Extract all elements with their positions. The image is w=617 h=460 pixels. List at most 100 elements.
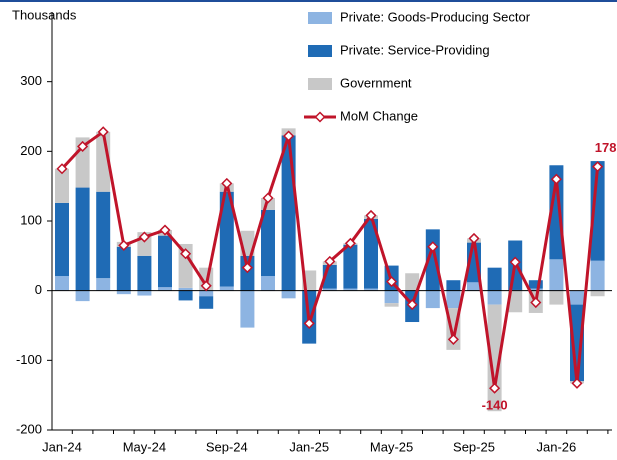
line-marker [365,209,377,221]
bar-segment [240,255,255,291]
bar-segment [487,290,502,305]
top-border [0,0,617,2]
legend-swatch [308,78,332,90]
line-marker [468,232,480,244]
bar-segment [55,202,69,277]
y-tick-label: 200 [20,143,42,158]
bar-segment [425,229,440,291]
bar-segment [240,290,255,328]
bar-segment [405,273,420,291]
bar-segment [158,287,172,291]
line-marker [324,255,336,267]
line-marker [159,224,171,236]
y-tick-label: -100 [16,352,42,367]
x-tick-label: May-24 [123,439,166,454]
bar-segment [590,161,605,261]
x-tick-label: Jan-24 [42,439,82,454]
legend-label: MoM Change [340,108,418,123]
bar-segment [446,290,461,309]
bar-segment [75,187,90,291]
bar-segment [570,290,584,305]
line-marker [386,276,398,288]
x-tick-label: Jan-26 [537,439,577,454]
y-axis-label: Thousands [12,7,77,22]
y-tick-label: 100 [20,212,42,227]
bar-segment [281,135,296,291]
bar-segment [219,191,234,287]
bar-segment [116,290,131,295]
line-marker [283,130,295,142]
line-marker [262,192,274,204]
line-marker [138,231,150,243]
line-marker [221,177,233,189]
bar-segment [384,303,399,307]
legend-swatch [308,45,332,57]
bar-segment [487,267,502,291]
bar-segment [549,290,564,305]
line-marker [200,280,212,292]
bar-segment [137,290,152,296]
bar-segment [487,304,502,412]
line-marker [509,256,521,268]
bar-segment [343,244,358,289]
bar-segment [467,282,481,291]
bar-segment [96,278,111,291]
bar-segment [322,288,337,291]
bar-segment [446,280,461,291]
data-label: 178 [595,140,617,155]
bar-segment [549,259,564,291]
line-marker [77,140,89,153]
bar-segment [590,290,605,297]
bar-segment [261,209,275,277]
line-marker [118,239,130,251]
y-tick-label: -200 [16,421,42,436]
bar-segment [364,218,378,289]
bar-segment [364,288,378,291]
bar-segment [219,286,234,291]
line-marker [97,126,109,138]
x-tick-label: May-25 [370,439,413,454]
bar-segment [55,168,69,203]
x-tick-label: Sep-25 [453,439,495,454]
x-tick-label: Sep-24 [206,439,248,454]
line-marker [427,241,439,253]
bar-segment [178,290,193,301]
legend-swatch [308,12,332,24]
bar-segment [281,290,296,299]
bar-segment [425,290,440,309]
data-label: -140 [482,398,508,413]
line-marker [571,377,583,389]
bar-segment [528,280,543,289]
line-marker [344,237,356,249]
bar-segment [137,255,152,291]
bar-segment [158,235,172,288]
bar-segment [261,276,275,291]
line-marker [241,262,253,274]
bar-segment [508,290,523,313]
legend-label: Government [340,75,412,90]
bar-segment [261,198,275,210]
y-tick-label: 300 [20,73,42,88]
line-marker [180,248,192,260]
bar-segment [55,276,69,291]
bar-segment [199,290,214,297]
bar-segment [116,246,131,291]
line-marker [56,163,68,175]
line-marker [489,382,501,394]
bar-segment [590,260,605,291]
bar-segment [343,288,358,291]
line-marker [530,296,542,309]
x-tick-label: Jan-25 [289,439,329,454]
bar-segment [384,290,399,304]
bar-segment [178,287,193,291]
bar-segment [199,296,214,309]
legend-label: Private: Service-Providing [340,42,490,57]
line-marker [592,161,604,173]
line-marker [303,317,315,329]
bar-segment [528,288,543,291]
y-tick-label: 0 [35,282,42,297]
line-marker [406,299,418,311]
line-marker [447,333,459,345]
legend-label: Private: Goods-Producing Sector [340,9,531,24]
